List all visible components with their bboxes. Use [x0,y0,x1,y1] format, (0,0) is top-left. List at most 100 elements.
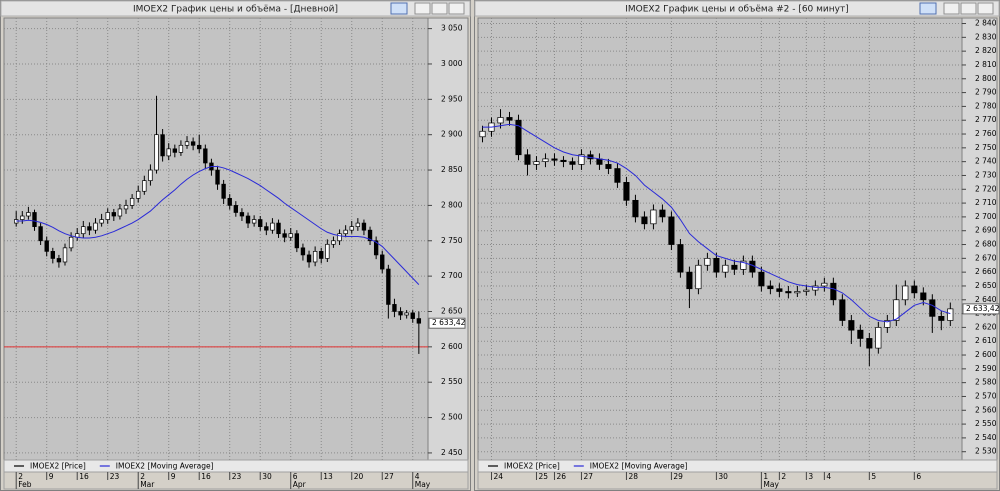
candle-body [154,134,159,171]
x-tick-label: 24 [493,472,503,481]
x-tick-label: 4 [415,472,420,481]
x-tick-label: 6 [293,472,298,481]
y-tick-label: 2 780 [975,101,997,110]
candle-body [190,141,196,146]
y-tick-label: 2 600 [975,350,997,359]
candle-body [56,258,62,263]
x-tick-label: 6 [916,472,921,481]
candle-body [533,161,540,165]
y-tick-label: 2 800 [975,74,997,83]
candle-body [68,236,74,249]
candle-body [20,215,25,220]
candle-body [902,285,909,301]
candle-body [776,288,783,292]
candle-body [349,226,354,231]
candle-body [392,304,397,312]
month-label: Mar [140,480,155,489]
last-price-box [962,303,1000,315]
candle-body [361,222,367,231]
candle-body [596,158,603,165]
minimize-button[interactable] [943,2,960,15]
x-tick-label: 2 [781,472,786,481]
candle-body [38,226,43,242]
y-tick-label: 2 950 [441,94,463,103]
y-tick-label: 2 680 [975,240,997,249]
candle-body [830,282,837,301]
x-tick-label: 5 [871,472,876,481]
close-button[interactable] [448,2,465,15]
x-tick-label: 30 [262,472,272,481]
y-tick-label: 2 710 [975,198,997,207]
last-price-box [428,317,466,329]
x-tick-label: 29 [673,472,683,481]
y-tick-label: 2 560 [975,405,997,414]
candle-body [312,251,318,263]
y-tick-label: 2 540 [975,433,997,442]
y-tick-label: 2 650 [441,306,463,315]
candle-body [641,216,648,225]
close-button[interactable] [977,2,994,15]
candle-body [866,338,873,349]
pin-button[interactable] [919,2,937,15]
candle-body [178,144,184,153]
candle-body [337,233,342,242]
candle-body [542,158,549,162]
x-tick-label: 3 [808,472,813,481]
candle-body [215,169,220,185]
candle-body [129,197,135,206]
maximize-button[interactable] [431,2,448,15]
candle-body [221,183,226,199]
y-tick-label: 2 700 [441,271,463,280]
y-tick-label: 2 450 [441,448,463,457]
candle-body [677,244,684,273]
x-tick-label: 23 [232,472,242,481]
candle-body [410,312,415,319]
candle-body [148,169,153,182]
candle-body [203,148,208,164]
x-tick-label: 16 [79,472,89,481]
y-tick-label: 2 840 [975,19,997,28]
candle-body [605,164,612,169]
x-tick-label: 16 [201,472,211,481]
candle-body [136,190,141,199]
minimize-button[interactable] [414,2,431,15]
candle-body [251,219,257,224]
candle-body [123,205,129,210]
candle-body [197,144,202,150]
month-label: May [763,480,779,489]
candle-body [560,159,567,163]
x-tick-label: 2 [18,472,23,481]
pin-button[interactable] [390,2,408,15]
candle-body [875,327,882,349]
candle-body [893,299,900,321]
y-tick-label: 2 850 [441,165,463,174]
candle-body [288,233,293,238]
x-tick-label: 9 [49,472,54,481]
plot-area [477,17,963,461]
candle-body [515,119,522,156]
candle-body [117,208,123,217]
y-tick-label: 2 900 [441,130,463,139]
candle-body [32,212,37,227]
candle-body [184,141,190,146]
candle-body [233,205,239,213]
y-tick-label: 2 820 [975,46,997,55]
candle-body [938,316,945,321]
y-tick-label: 2 580 [975,378,997,387]
y-tick-label: 2 590 [975,364,997,373]
candle-body [166,148,171,157]
candle-body [227,197,232,206]
candle-body [479,130,486,138]
candle-body [551,158,558,161]
x-tick-label: 27 [384,472,394,481]
window-title: IMOEX2 График цены и объёма #2 - [60 мин… [625,5,849,15]
y-tick-label: 2 740 [975,157,997,166]
candle-body [264,226,269,231]
candle-body [569,161,576,165]
maximize-button[interactable] [960,2,977,15]
candle-body [416,318,422,324]
candle-body [632,199,639,218]
candle-body [839,299,846,321]
